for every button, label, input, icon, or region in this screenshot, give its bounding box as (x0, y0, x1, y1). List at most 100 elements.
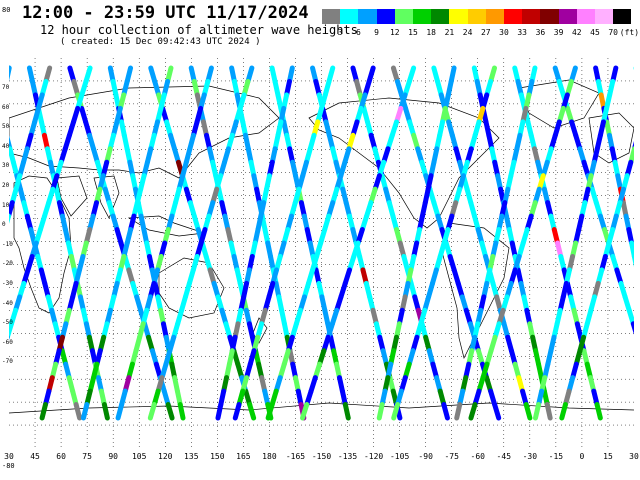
longitude-label: 150 (210, 452, 225, 461)
longitude-label: -30 (522, 452, 538, 461)
scale-swatch (595, 9, 614, 24)
corner-latitude-top: 80 (2, 6, 11, 14)
scale-swatch (613, 9, 632, 24)
coastline-north-america (308, 97, 500, 229)
longitude-label: 90 (108, 452, 118, 461)
scale-label: 27 (480, 28, 491, 37)
scale-label: 3 (337, 28, 343, 37)
coastline-africa (13, 175, 72, 314)
scale-label: 33 (517, 28, 528, 37)
corner-latitude-bottom: -80 (2, 462, 15, 470)
longitude-label: 120 (158, 452, 173, 461)
longitude-label: 75 (82, 452, 92, 461)
coastline-south-america (440, 222, 510, 360)
altimeter-track-segment (454, 402, 463, 421)
scale-swatch (394, 9, 413, 24)
scale-swatch (413, 9, 432, 24)
map-header: 80 12:00 - 23:59 UTC 11/17/2024 12 hour … (0, 0, 640, 60)
altimeter-track-segment (265, 402, 275, 421)
altimeter-track-segment (247, 402, 257, 421)
altimeter-track-segment (101, 402, 110, 421)
scale-label: 70 (608, 28, 619, 37)
longitude-label: 15 (603, 452, 613, 461)
altimeter-track-segment (215, 402, 224, 421)
page-title: 12:00 - 23:59 UTC 11/17/2024 (22, 3, 309, 23)
altimeter-track-segment (232, 402, 242, 421)
longitude-label: 0 (579, 452, 585, 461)
longitude-label: -45 (496, 452, 512, 461)
altimeter-tracks (9, 65, 634, 421)
altimeter-track-segment (80, 402, 90, 421)
longitude-label: 30 (4, 452, 14, 461)
longitude-label: 30 (629, 452, 639, 461)
scale-swatch (522, 9, 541, 24)
world-altimeter-map (9, 58, 634, 448)
scale-swatch (431, 9, 450, 24)
latitude-label: 0 (2, 221, 6, 229)
scale-label: 45 (590, 28, 600, 37)
scale-swatch (540, 9, 559, 24)
scale-label: 42 (571, 28, 582, 37)
longitude-label: -135 (337, 452, 358, 461)
altimeter-track-segment (391, 402, 401, 421)
altimeter-track-segment (300, 402, 310, 421)
wave-height-scale-labels: 3 6 9 12 15 18 21 24 27 30 33 36 39 42 45 70 (ft) (322, 28, 640, 40)
altimeter-track-segment (147, 402, 157, 421)
altimeter-track-segment (73, 402, 83, 421)
coastline-australia (158, 257, 225, 319)
scale-swatch (485, 9, 504, 24)
longitude-label: -105 (389, 452, 410, 461)
scale-unit: (ft) (619, 28, 640, 37)
altimeter-track-segment (630, 321, 634, 335)
longitude-label: 45 (30, 452, 40, 461)
longitude-label: 135 (184, 452, 199, 461)
scale-label: 36 (535, 28, 546, 37)
longitude-label: 180 (262, 452, 277, 461)
longitude-label: -165 (285, 452, 306, 461)
altimeter-track-segment (115, 402, 125, 421)
page-subtitle: 12 hour collection of altimeter wave hei… (40, 23, 358, 37)
scale-swatch (449, 9, 468, 24)
coastline-arabia (56, 175, 88, 217)
scale-swatch (322, 9, 341, 24)
scale-label: 12 (389, 28, 400, 37)
wave-height-color-scale (322, 9, 632, 25)
longitude-label: -15 (548, 452, 564, 461)
scale-label: 21 (444, 28, 455, 37)
scale-swatch (340, 9, 359, 24)
scale-swatch (467, 9, 486, 24)
scale-swatch (358, 9, 377, 24)
scale-swatch (376, 9, 395, 24)
longitude-label: -90 (418, 452, 433, 461)
longitude-label: 105 (131, 452, 147, 461)
scale-label: 6 (355, 28, 361, 37)
altimeter-track-segment (544, 402, 553, 421)
altimeter-track-segment (468, 402, 478, 421)
altimeter-track-segment (594, 402, 603, 421)
scale-swatch (504, 9, 523, 24)
altimeter-track-segment (177, 402, 186, 421)
coastline-new-zealand (252, 317, 268, 344)
longitude-label: -60 (470, 452, 485, 461)
scale-label: 39 (553, 28, 564, 37)
altimeter-track-segment (39, 402, 48, 421)
altimeter-track-segment (165, 402, 175, 421)
altimeter-track-segment (376, 402, 385, 421)
scale-label: 18 (426, 28, 437, 37)
longitude-label: 165 (236, 452, 251, 461)
scale-label: 9 (374, 28, 380, 37)
scale-swatch (558, 9, 577, 24)
altimeter-track-segment (441, 402, 450, 421)
creation-timestamp: ( created: 15 Dec 09:42:43 UTC 2024 ) (60, 37, 261, 47)
scale-swatch (576, 9, 595, 24)
longitude-label: -75 (444, 452, 459, 461)
altimeter-track-segment (9, 321, 14, 340)
longitude-label: -120 (363, 452, 384, 461)
altimeter-track-segment (559, 402, 568, 421)
coastline-antarctica (9, 402, 634, 414)
scale-label: 24 (462, 28, 473, 37)
longitude-label: -150 (311, 452, 332, 461)
altimeter-track-segment (492, 402, 502, 421)
altimeter-track-segment (523, 402, 533, 421)
coastline-greenland (518, 79, 600, 129)
